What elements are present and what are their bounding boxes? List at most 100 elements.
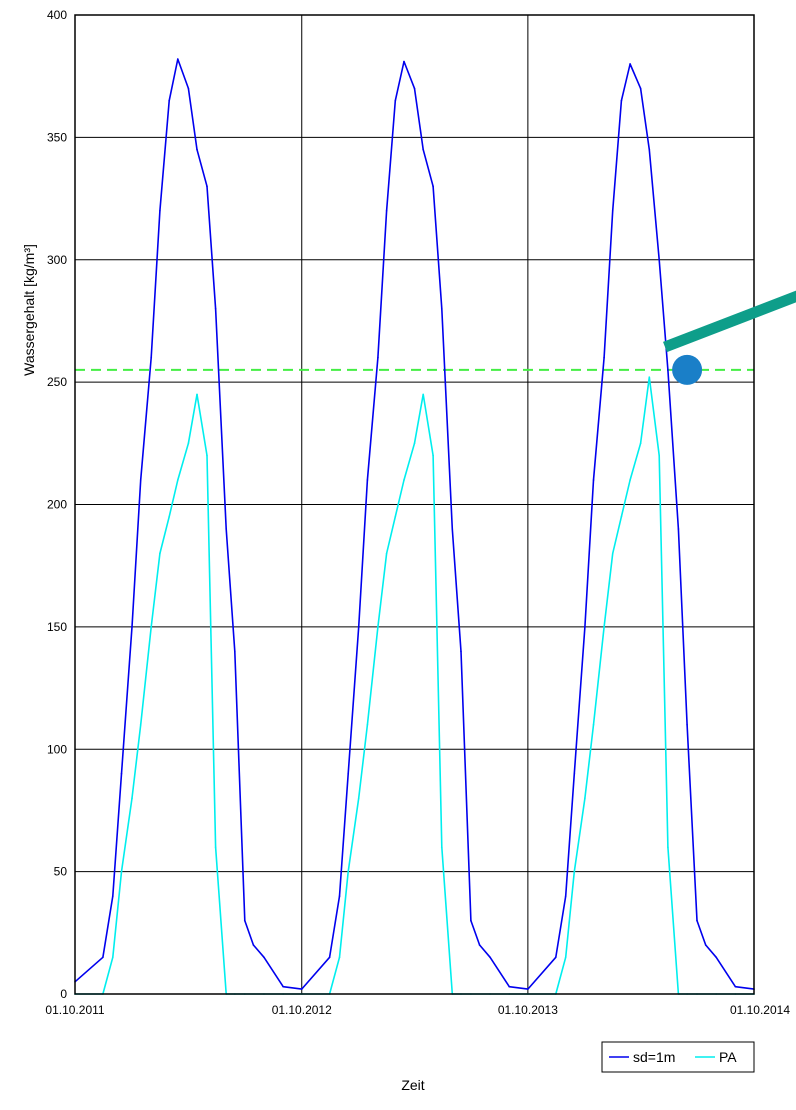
- data-point: [282, 985, 284, 988]
- data-point: [394, 99, 397, 102]
- data-point: [196, 393, 198, 396]
- data-point: [347, 772, 350, 775]
- data-point: [252, 944, 255, 946]
- data-point: [102, 956, 104, 959]
- highlight-point: [672, 354, 703, 385]
- data-point: [377, 626, 379, 628]
- data-point: [489, 956, 491, 959]
- data-point: [584, 797, 586, 799]
- data-point: [478, 944, 481, 946]
- y-tick-label: 350: [47, 130, 67, 144]
- data-point: [120, 772, 123, 775]
- data-point: [328, 956, 331, 959]
- data-point: [120, 870, 123, 873]
- data-point: [159, 552, 161, 555]
- data-point: [564, 895, 567, 897]
- data-point: [629, 63, 631, 65]
- data-point: [214, 846, 217, 848]
- series-line-sd1m: [74, 58, 755, 990]
- data-point: [225, 528, 227, 530]
- data-point: [206, 454, 208, 457]
- data-point: [263, 956, 265, 959]
- data-point: [131, 797, 133, 799]
- x-tick-label: 01.10.2013: [498, 1003, 558, 1017]
- data-point: [573, 870, 576, 873]
- data-point: [422, 393, 424, 396]
- data-point: [527, 988, 529, 990]
- data-point: [573, 772, 576, 775]
- data-point: [592, 723, 595, 726]
- annotation-arrow-shaft: [663, 290, 796, 353]
- data-point: [377, 356, 379, 359]
- grid: [74, 14, 755, 995]
- data-point: [629, 479, 631, 481]
- data-point: [131, 626, 133, 628]
- x-axis-title: Zeit: [401, 1077, 424, 1093]
- data-point: [150, 626, 153, 628]
- x-tick-label: 01.10.2014: [730, 1003, 790, 1017]
- data-point: [648, 376, 651, 379]
- y-tick-label: 200: [47, 498, 67, 512]
- data-point: [432, 454, 434, 457]
- data-point: [347, 870, 350, 873]
- data-point: [584, 626, 586, 628]
- data-point: [338, 956, 341, 959]
- y-tick-label: 400: [47, 8, 67, 22]
- data-point: [592, 479, 595, 481]
- data-point: [366, 723, 369, 726]
- data-point: [139, 723, 142, 726]
- y-tick-label: 100: [47, 742, 67, 756]
- data-point: [243, 919, 246, 922]
- data-point: [677, 528, 680, 530]
- legend-label-pa: PA: [719, 1049, 737, 1065]
- data-point: [451, 528, 454, 530]
- data-point: [177, 479, 179, 481]
- data-point: [413, 442, 416, 445]
- data-point: [403, 479, 405, 481]
- data-point: [187, 87, 190, 90]
- x-axis-ticks: 01.10.2011 01.10.2012 01.10.2013 01.10.2014: [45, 1003, 790, 1017]
- data-point: [357, 797, 360, 799]
- data-point: [206, 185, 208, 188]
- data-point: [734, 985, 737, 988]
- data-point: [658, 454, 661, 457]
- data-point: [403, 60, 405, 63]
- data-point: [704, 944, 707, 946]
- series-layer: [74, 58, 755, 995]
- plot-frame: [74, 14, 755, 995]
- data-point: [686, 723, 688, 726]
- data-point: [667, 846, 669, 848]
- data-point: [620, 99, 623, 102]
- data-point: [648, 148, 651, 151]
- data-point: [639, 87, 642, 90]
- data-point: [620, 515, 623, 518]
- legend: sd=1m PA: [601, 1041, 755, 1073]
- data-point: [177, 58, 179, 60]
- data-point: [357, 626, 360, 628]
- data-point: [394, 515, 397, 518]
- data-point: [214, 307, 217, 310]
- data-point: [554, 956, 557, 959]
- y-axis-title: Wassergehalt [kg/m³]: [21, 244, 37, 376]
- data-point: [168, 515, 170, 518]
- data-point: [150, 356, 153, 359]
- data-point: [385, 210, 388, 212]
- data-point: [422, 148, 424, 151]
- annotation-arrow: [663, 290, 796, 353]
- data-point: [603, 356, 605, 359]
- data-point: [658, 258, 661, 261]
- data-point: [460, 650, 462, 653]
- data-point: [159, 210, 161, 212]
- data-point: [715, 956, 718, 959]
- data-point: [366, 479, 369, 481]
- data-point: [413, 87, 416, 90]
- data-point: [696, 919, 698, 922]
- data-point: [196, 148, 198, 151]
- data-point: [611, 210, 614, 212]
- data-point: [187, 442, 190, 445]
- y-tick-label: 300: [47, 253, 67, 267]
- data-point: [300, 988, 303, 990]
- data-point: [385, 552, 388, 555]
- y-tick-label: 0: [60, 987, 67, 1001]
